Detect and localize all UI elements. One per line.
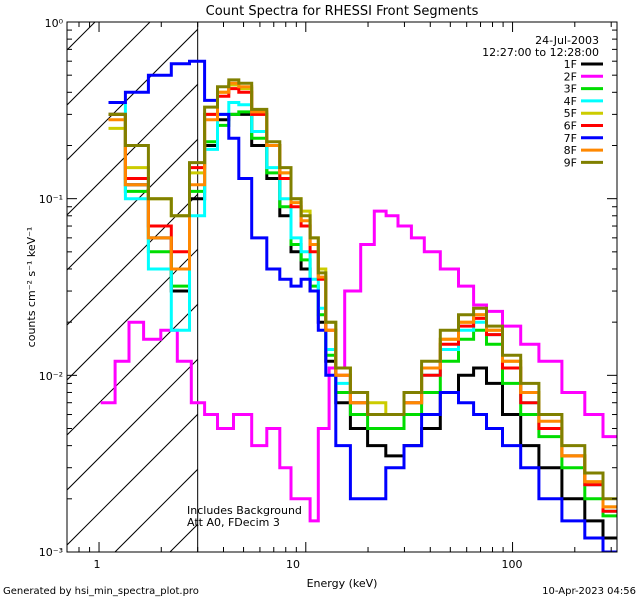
legend-label-5F: 5F	[564, 107, 577, 120]
legend-label-7F: 7F	[564, 132, 577, 145]
legend-label-2F: 2F	[564, 70, 577, 83]
hatch-line	[67, 413, 198, 546]
series-2F	[100, 209, 617, 523]
y-axis-label: counts cm⁻² s⁻¹ keV⁻¹	[25, 227, 38, 348]
hatch-line	[67, 28, 198, 161]
series-3F	[108, 110, 617, 518]
hatch-line	[67, 138, 198, 271]
chart-title: Count Spectra for RHESSI Front Segments	[206, 4, 479, 19]
y-tick-label-0: 10⁻³	[39, 546, 63, 559]
legend-label-9F: 9F	[564, 156, 577, 169]
legend-label-6F: 6F	[564, 120, 577, 133]
y-tick-label-1: 10⁻²	[39, 370, 63, 383]
legend-label-4F: 4F	[564, 95, 577, 108]
legend-label-3F: 3F	[564, 83, 577, 96]
x-tick-label-2: 100	[502, 558, 523, 571]
x-tick-label-0: 1	[94, 558, 101, 571]
axis-ticks	[66, 21, 617, 553]
y-tick-label-3: 10⁰	[45, 17, 64, 30]
plot-frame	[66, 21, 618, 553]
hatch-line	[0, 0, 110, 552]
hatch-line	[67, 303, 198, 436]
hatched-region	[0, 0, 640, 552]
legend-label-8F: 8F	[564, 144, 577, 157]
series-9F	[108, 78, 617, 501]
date-label: 24-Jul-2003	[535, 34, 599, 47]
hatch-line	[335, 0, 640, 552]
time-range-label: 12:27:00 to 12:28:00	[482, 46, 599, 59]
hatch-line	[610, 0, 640, 552]
x-tick-label-1: 10	[286, 558, 300, 571]
annotation-background: Includes Background	[187, 504, 302, 517]
series-5F	[108, 83, 617, 509]
hatch-line	[390, 0, 640, 552]
series-4F	[108, 101, 617, 513]
series-lines	[100, 22, 617, 552]
series-7F	[108, 59, 617, 552]
series-8F	[108, 81, 617, 509]
footer-date: 10-Apr-2023 04:56	[542, 586, 636, 597]
hatch-line	[67, 358, 198, 491]
annotation-attenuator: Att A0, FDecim 3	[187, 516, 280, 529]
hatch-line	[67, 22, 151, 106]
generated-by: Generated by hsi_min_spectra_plot.pro	[3, 586, 199, 597]
hatch-line	[67, 193, 198, 326]
x-axis-label: Energy (keV)	[307, 577, 378, 590]
legend-label-1F: 1F	[564, 58, 577, 71]
series-1F	[108, 112, 617, 540]
hatch-line	[67, 248, 198, 381]
y-tick-label-2: 10⁻¹	[39, 193, 63, 206]
